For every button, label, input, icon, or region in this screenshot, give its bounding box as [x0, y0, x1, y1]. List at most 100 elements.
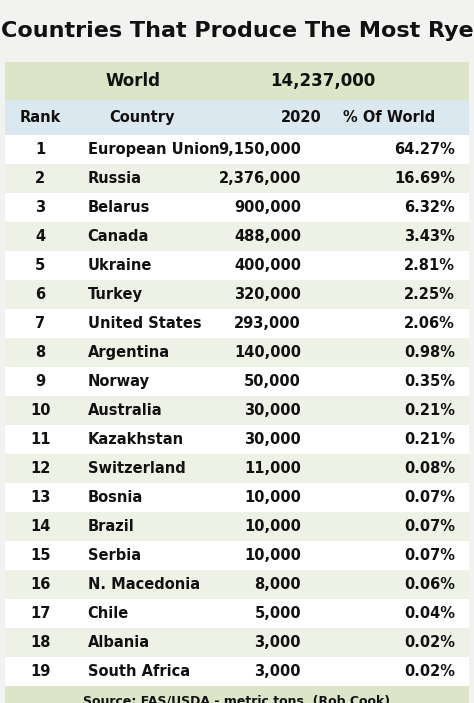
- Text: 293,000: 293,000: [234, 316, 301, 331]
- Text: Russia: Russia: [88, 171, 142, 186]
- Bar: [5, 338, 469, 367]
- Text: 16.69%: 16.69%: [394, 171, 455, 186]
- Text: Albania: Albania: [88, 635, 150, 650]
- Text: 10,000: 10,000: [244, 548, 301, 563]
- Text: 488,000: 488,000: [234, 229, 301, 244]
- Text: Switzerland: Switzerland: [88, 461, 185, 476]
- Text: Country: Country: [109, 110, 175, 125]
- Text: 0.07%: 0.07%: [404, 548, 455, 563]
- Bar: [5, 396, 469, 425]
- Text: 0.21%: 0.21%: [404, 403, 455, 418]
- Text: 11: 11: [30, 432, 51, 447]
- Text: 140,000: 140,000: [234, 345, 301, 360]
- Text: 18: 18: [30, 635, 51, 650]
- Text: 19: 19: [30, 664, 50, 679]
- Bar: [5, 309, 469, 338]
- Text: 13: 13: [30, 490, 50, 505]
- Bar: [5, 193, 469, 222]
- Text: 0.35%: 0.35%: [404, 374, 455, 389]
- Text: 30,000: 30,000: [244, 432, 301, 447]
- Bar: [5, 100, 469, 135]
- Text: 6.32%: 6.32%: [404, 200, 455, 215]
- Text: Argentina: Argentina: [88, 345, 170, 360]
- Text: 1: 1: [35, 142, 46, 157]
- Text: 5,000: 5,000: [255, 606, 301, 621]
- Text: 14: 14: [30, 519, 50, 534]
- Text: 0.04%: 0.04%: [404, 606, 455, 621]
- Bar: [5, 280, 469, 309]
- Text: Countries That Produce The Most Rye: Countries That Produce The Most Rye: [0, 21, 474, 41]
- Text: 0.98%: 0.98%: [404, 345, 455, 360]
- Text: 14,237,000: 14,237,000: [270, 72, 375, 90]
- Text: 15: 15: [30, 548, 51, 563]
- Text: 0.21%: 0.21%: [404, 432, 455, 447]
- Bar: [5, 541, 469, 570]
- Text: Chile: Chile: [88, 606, 129, 621]
- Text: 10,000: 10,000: [244, 519, 301, 534]
- Text: Brazil: Brazil: [88, 519, 135, 534]
- Text: 2020: 2020: [281, 110, 321, 125]
- Bar: [5, 657, 469, 686]
- Bar: [5, 512, 469, 541]
- Text: 50,000: 50,000: [244, 374, 301, 389]
- Text: 2.81%: 2.81%: [404, 258, 455, 273]
- Text: Norway: Norway: [88, 374, 150, 389]
- Text: 2: 2: [35, 171, 46, 186]
- Text: 0.02%: 0.02%: [404, 635, 455, 650]
- Text: Ukraine: Ukraine: [88, 258, 152, 273]
- Text: Serbia: Serbia: [88, 548, 141, 563]
- Text: Canada: Canada: [88, 229, 149, 244]
- Bar: [5, 454, 469, 483]
- Bar: [5, 222, 469, 251]
- Text: 9: 9: [35, 374, 46, 389]
- Text: 16: 16: [30, 577, 50, 592]
- Text: 3,000: 3,000: [255, 635, 301, 650]
- Text: 2,376,000: 2,376,000: [219, 171, 301, 186]
- Bar: [5, 135, 469, 164]
- Text: 10,000: 10,000: [244, 490, 301, 505]
- Bar: [5, 483, 469, 512]
- Bar: [5, 164, 469, 193]
- Text: 8: 8: [35, 345, 46, 360]
- Text: 400,000: 400,000: [234, 258, 301, 273]
- Text: 9,150,000: 9,150,000: [218, 142, 301, 157]
- Text: 0.07%: 0.07%: [404, 519, 455, 534]
- Bar: [5, 628, 469, 657]
- Text: Kazakhstan: Kazakhstan: [88, 432, 184, 447]
- Bar: [5, 599, 469, 628]
- Text: 12: 12: [30, 461, 50, 476]
- Text: 17: 17: [30, 606, 50, 621]
- Text: 0.08%: 0.08%: [404, 461, 455, 476]
- Text: World: World: [105, 72, 160, 90]
- Text: 900,000: 900,000: [234, 200, 301, 215]
- Text: United States: United States: [88, 316, 201, 331]
- Text: Source: FAS/USDA - metric tons  (Rob Cook): Source: FAS/USDA - metric tons (Rob Cook…: [83, 695, 391, 703]
- Text: 30,000: 30,000: [244, 403, 301, 418]
- Text: 6: 6: [35, 287, 46, 302]
- Text: Australia: Australia: [88, 403, 162, 418]
- Text: 3,000: 3,000: [255, 664, 301, 679]
- Bar: [5, 62, 469, 100]
- Text: Turkey: Turkey: [88, 287, 143, 302]
- Text: Rank: Rank: [19, 110, 61, 125]
- Bar: [5, 251, 469, 280]
- Text: 320,000: 320,000: [234, 287, 301, 302]
- Text: 4: 4: [35, 229, 46, 244]
- Text: 2.06%: 2.06%: [404, 316, 455, 331]
- Text: 3.43%: 3.43%: [404, 229, 455, 244]
- Text: 11,000: 11,000: [244, 461, 301, 476]
- Text: 2.25%: 2.25%: [404, 287, 455, 302]
- Text: 0.02%: 0.02%: [404, 664, 455, 679]
- Text: 10: 10: [30, 403, 51, 418]
- Text: N. Macedonia: N. Macedonia: [88, 577, 200, 592]
- Bar: [5, 0, 469, 62]
- Text: 7: 7: [35, 316, 46, 331]
- Text: South Africa: South Africa: [88, 664, 190, 679]
- Bar: [5, 425, 469, 454]
- Bar: [5, 367, 469, 396]
- Text: 64.27%: 64.27%: [394, 142, 455, 157]
- Text: European Union: European Union: [88, 142, 219, 157]
- Text: % Of World: % Of World: [343, 110, 435, 125]
- Text: Bosnia: Bosnia: [88, 490, 143, 505]
- Text: 8,000: 8,000: [255, 577, 301, 592]
